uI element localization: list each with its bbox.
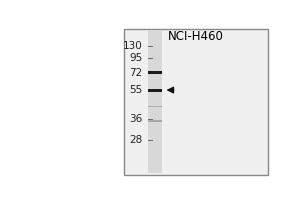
Text: 28: 28 bbox=[129, 135, 142, 145]
Bar bbox=[148, 89, 162, 92]
Text: 72: 72 bbox=[129, 68, 142, 78]
Text: NCI-H460: NCI-H460 bbox=[168, 30, 224, 43]
Bar bbox=[148, 71, 162, 74]
Bar bbox=[148, 30, 162, 173]
Text: 55: 55 bbox=[129, 85, 142, 95]
Bar bbox=[148, 120, 162, 122]
Text: 95: 95 bbox=[129, 53, 142, 63]
Text: 36: 36 bbox=[129, 114, 142, 124]
Bar bbox=[124, 29, 268, 175]
Text: 130: 130 bbox=[122, 41, 142, 51]
Bar bbox=[148, 106, 162, 107]
